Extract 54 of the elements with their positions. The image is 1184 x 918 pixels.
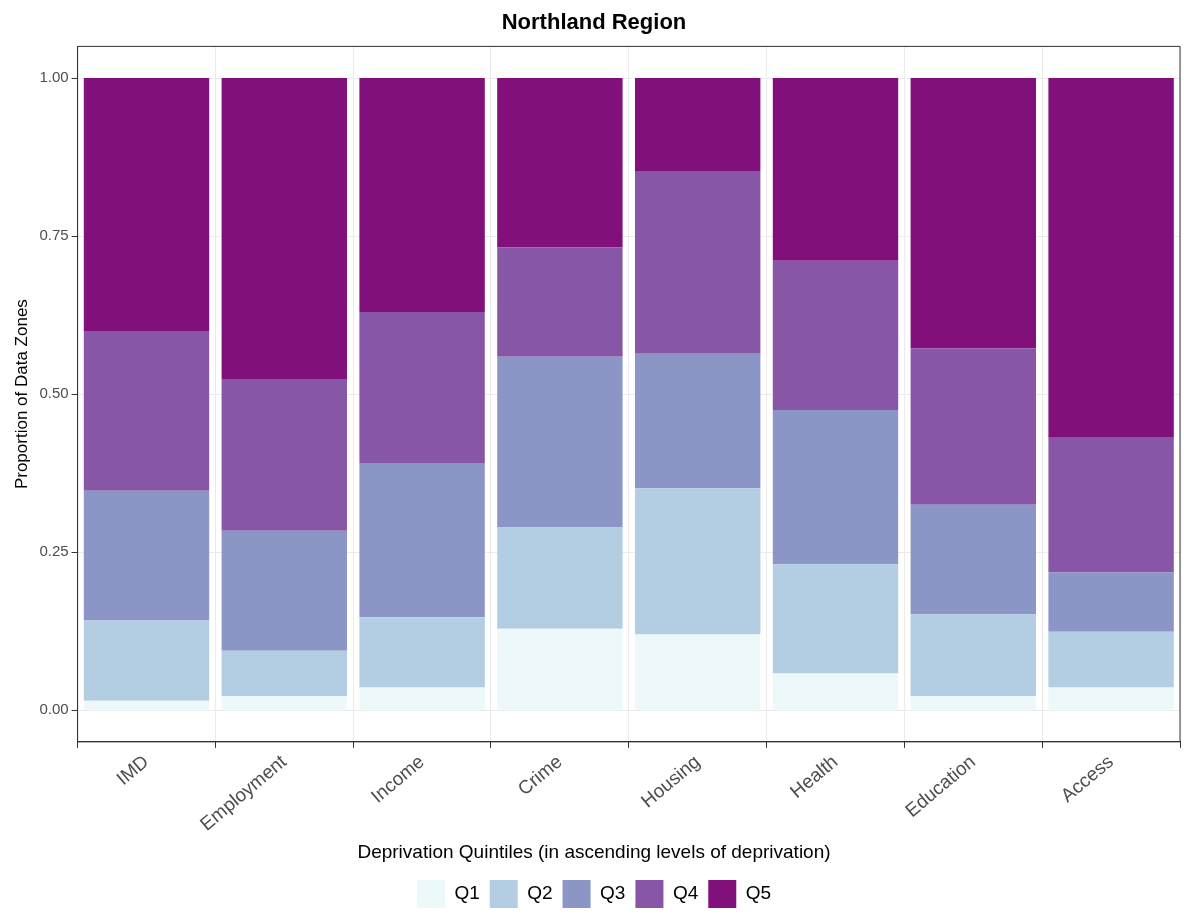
bar (83, 330, 210, 491)
bar (1048, 437, 1174, 573)
bar (772, 78, 899, 261)
bar (1048, 572, 1174, 632)
bar (1048, 631, 1174, 688)
y-axis-title: Proportion of Data Zones (11, 299, 31, 490)
bar (359, 78, 485, 312)
y-tick-label: 0.50 (39, 384, 69, 402)
bar (910, 696, 1036, 710)
bar (221, 530, 347, 651)
bar (635, 488, 761, 635)
bar (221, 78, 347, 379)
bar (359, 311, 485, 464)
bar (772, 409, 899, 565)
legend-label: Q3 (600, 882, 626, 904)
bar (83, 78, 210, 331)
bar (635, 353, 761, 489)
bar (83, 620, 210, 701)
bar (221, 696, 347, 710)
legend-label: Q4 (672, 882, 699, 904)
bar (497, 356, 623, 528)
legend-title: Deprivation Quintiles (in ascending levels of deprivation) (357, 840, 831, 862)
legend-label: Q1 (454, 882, 480, 904)
bar (497, 247, 623, 357)
bar (497, 527, 623, 629)
x-tick-label: IMD (112, 750, 153, 790)
legend-label: Q5 (745, 882, 772, 904)
bar (772, 564, 899, 674)
y-tick-label: 0.00 (39, 700, 69, 718)
y-tick-label: 1.00 (39, 68, 69, 86)
bar (359, 617, 485, 688)
bar (1048, 687, 1174, 710)
bar (497, 628, 623, 710)
chart-title: Northland Region (501, 9, 687, 35)
bar (635, 170, 761, 354)
legend-label: Q2 (527, 882, 553, 904)
bar (772, 260, 899, 410)
bar (910, 504, 1036, 615)
bar (910, 78, 1036, 349)
bar (83, 700, 210, 710)
bar (910, 348, 1036, 505)
y-tick-label: 0.25 (39, 542, 69, 560)
bar (359, 687, 485, 710)
bar (772, 673, 899, 710)
bar (635, 78, 761, 171)
y-tick-label: 0.75 (39, 226, 69, 244)
bar (359, 463, 485, 618)
bar (1048, 78, 1174, 438)
bar (910, 614, 1036, 697)
bar (83, 490, 210, 621)
bar (221, 650, 347, 697)
bar (497, 78, 623, 248)
bar (635, 634, 761, 710)
bar (221, 378, 347, 531)
